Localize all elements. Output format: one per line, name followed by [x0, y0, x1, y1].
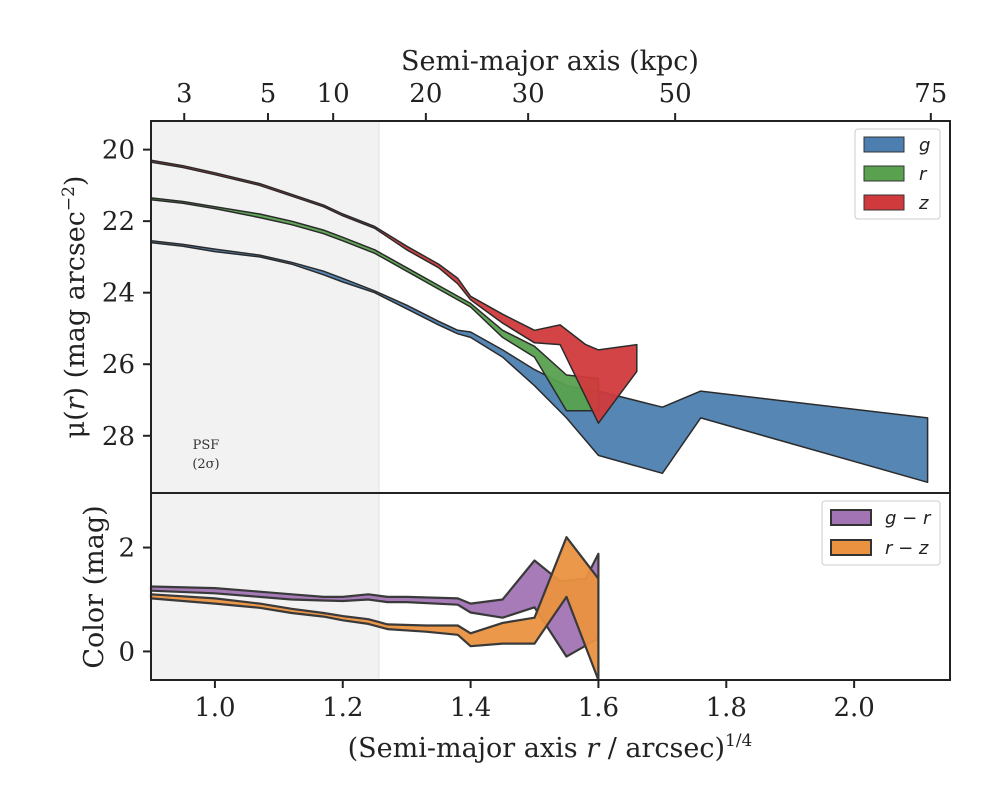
- top-tick-label: 5: [260, 79, 277, 109]
- psf-label-line2: (2σ): [192, 457, 219, 472]
- y-tick-label: 2: [118, 534, 135, 564]
- top-panel-y-ticks: 20 22 24 26 28: [102, 136, 151, 452]
- legend-swatch-g: [863, 136, 905, 153]
- legend-label-r-z: r − z: [885, 538, 929, 559]
- surface-brightness-panel: 20 22 24 26 28 3 5 10 20 30 50 75 Semi-major axis …: [59, 46, 951, 494]
- bottom-panel-x-ticks: 1.0 1.2 1.4 1.6 1.8 2.0: [194, 680, 875, 723]
- top-panel-psf-region: [151, 121, 379, 493]
- legend-label-g-r: g − r: [885, 508, 932, 529]
- top-tick-label: 3: [176, 79, 193, 109]
- top-tick-label: 20: [409, 79, 442, 109]
- psf-label-line1: PSF: [193, 438, 220, 453]
- x-tick-label: 1.2: [322, 693, 363, 723]
- top-axis-ticks: 3 5 10 20 30 50 75: [176, 79, 947, 121]
- top-panel-legend: g r z: [854, 128, 941, 220]
- legend-swatch-r-z: [830, 539, 872, 556]
- x-tick-label: 2.0: [833, 693, 874, 723]
- bottom-panel-frame: [150, 492, 951, 681]
- legend-label-g: g: [919, 135, 930, 156]
- band-z: [150, 159, 638, 424]
- legend-label-z: z: [918, 193, 929, 214]
- bottom-panel-y-ticks: 02: [118, 534, 151, 667]
- legend-label-r: r: [919, 164, 928, 185]
- top-tick-label: 10: [317, 79, 350, 109]
- x-tick-label: 1.0: [194, 693, 235, 723]
- x-tick-label: 1.6: [578, 693, 619, 723]
- bottom-panel-y-axis-label: Color (mag): [79, 505, 110, 668]
- legend-swatch-r: [863, 165, 905, 182]
- y-tick-label: 26: [102, 350, 135, 380]
- y-tick-label: 0: [118, 637, 135, 667]
- top-tick-label: 30: [512, 79, 545, 109]
- top-panel-y-axis-label: μ(r) (mag arcsec−2): [59, 176, 91, 439]
- x-tick-label: 1.4: [450, 693, 491, 723]
- band-g: [150, 240, 929, 484]
- y-tick-label: 22: [102, 207, 135, 237]
- x-axis-label: (Semi-major axis r / arcsec)1/4: [348, 731, 753, 764]
- y-tick-label: 20: [102, 136, 135, 166]
- legend-swatch-g-r: [830, 509, 872, 526]
- top-tick-label: 75: [914, 79, 947, 109]
- top-tick-label: 50: [659, 79, 692, 109]
- legend-swatch-z: [863, 194, 905, 211]
- top-panel-series: [150, 159, 929, 484]
- y-tick-label: 24: [102, 279, 135, 309]
- y-tick-label: 28: [102, 422, 135, 452]
- color-panel: 02 1.0 1.2 1.4 1.6 1.8 2.0 Color (mag) (Semi-…: [79, 492, 951, 764]
- x-tick-label: 1.8: [706, 693, 747, 723]
- top-axis-label: Semi-major axis (kpc): [401, 46, 699, 77]
- bottom-panel-legend: g − r r − z: [821, 500, 941, 566]
